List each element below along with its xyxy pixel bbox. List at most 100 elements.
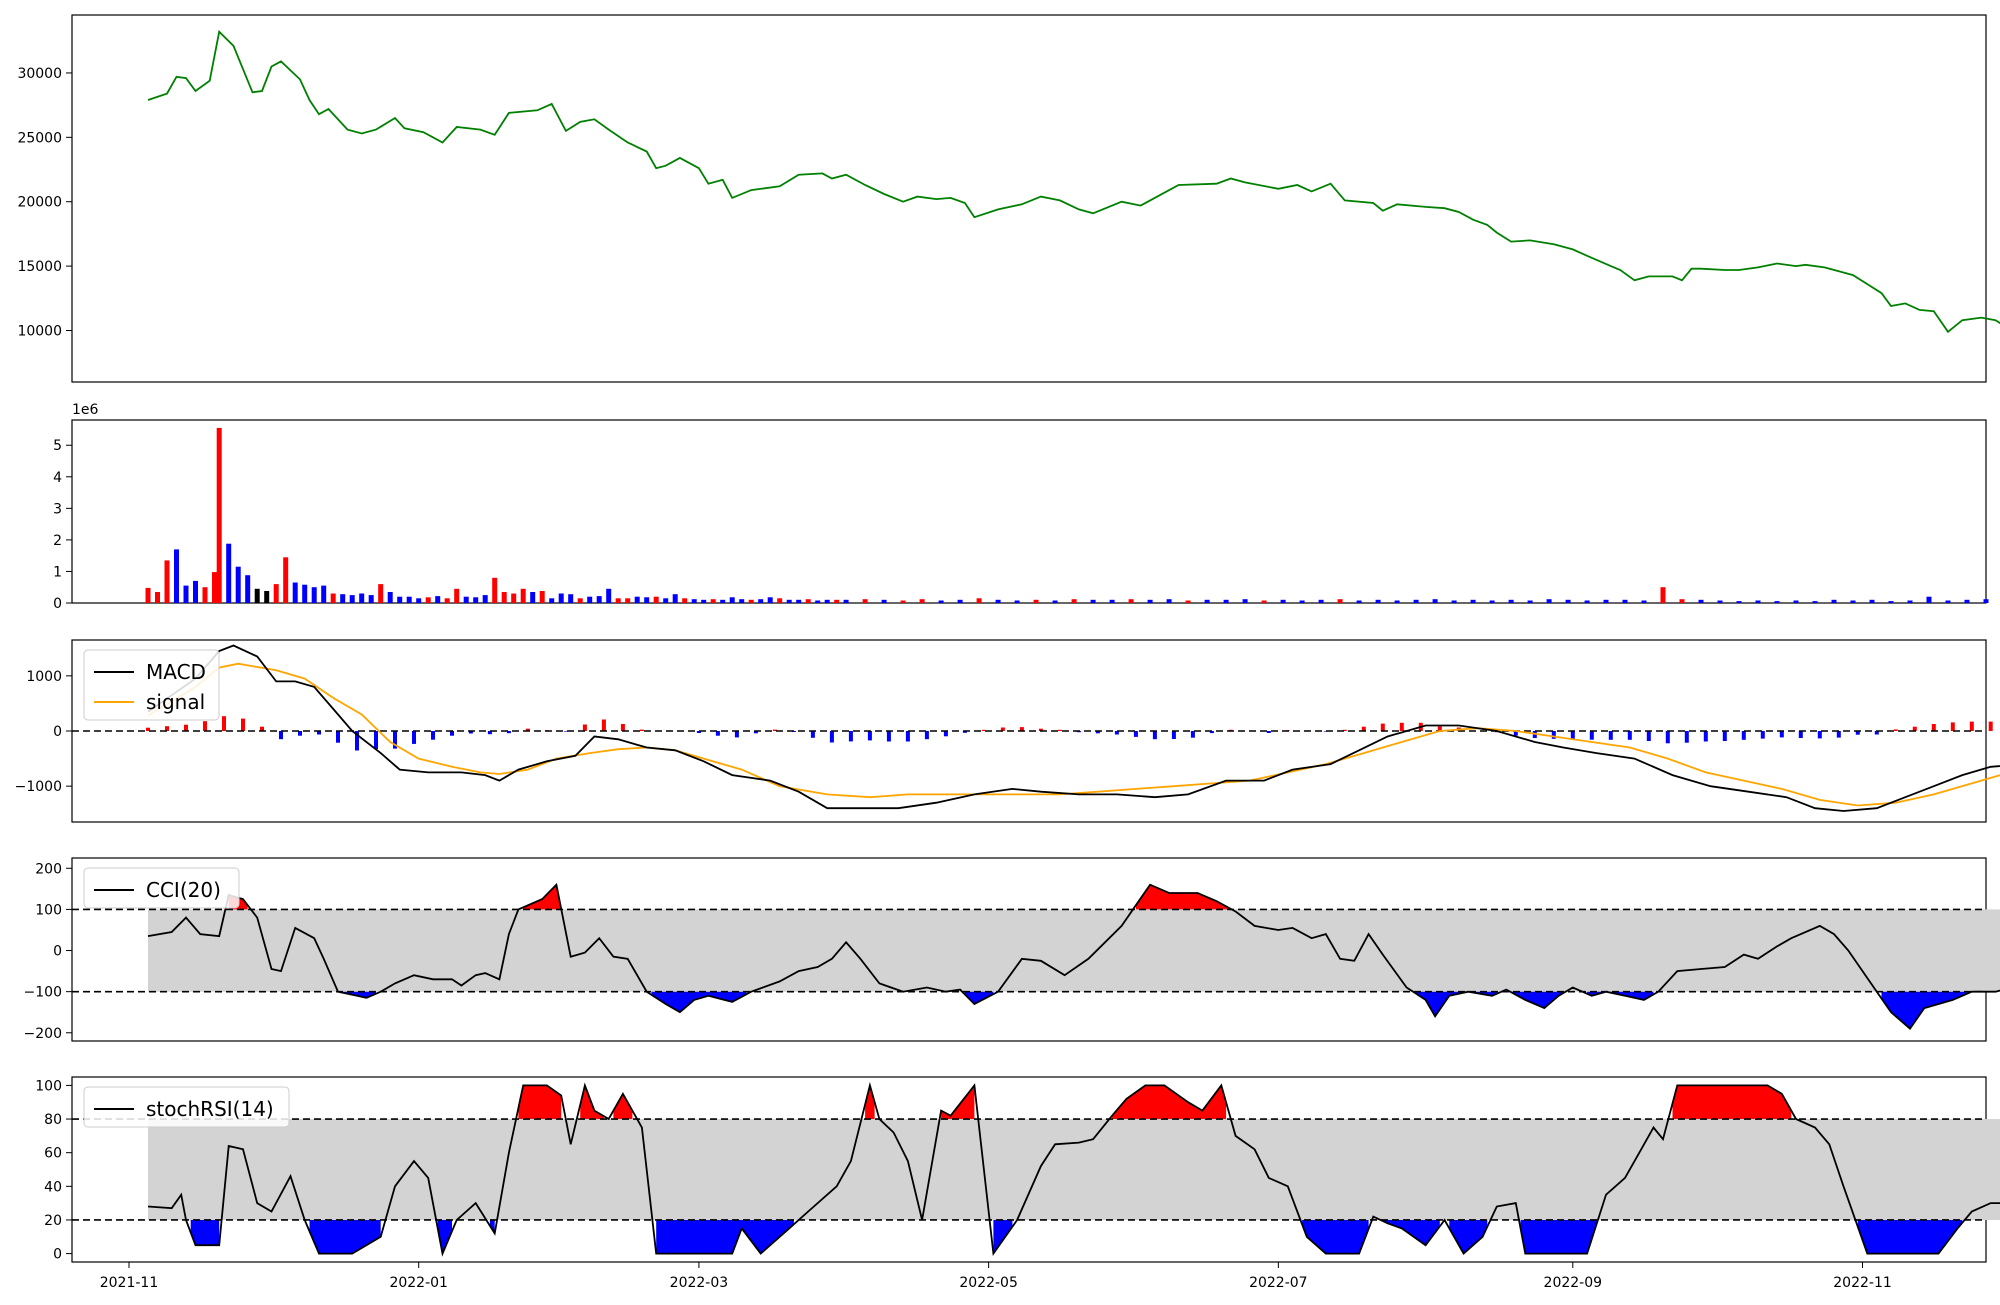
oversold-fill bbox=[1302, 1220, 1369, 1254]
macd-hist-bar bbox=[830, 731, 834, 743]
volume-bar bbox=[1129, 599, 1134, 603]
volume-bar bbox=[663, 598, 668, 603]
volume-bar bbox=[958, 600, 963, 603]
volume-bar bbox=[720, 600, 725, 603]
macd-hist-bar bbox=[1628, 731, 1632, 740]
volume-bar bbox=[1262, 601, 1267, 604]
volume-bar bbox=[758, 599, 763, 603]
macd-hist-bar bbox=[602, 720, 606, 732]
band-fill bbox=[148, 1119, 2000, 1220]
macd-hist-bar bbox=[1381, 724, 1385, 731]
volume-bar bbox=[834, 600, 839, 603]
macd-hist-bar bbox=[1666, 731, 1670, 743]
macd-hist-bar bbox=[1172, 731, 1176, 739]
volume-bar bbox=[1471, 600, 1476, 603]
macd-hist-bar bbox=[412, 731, 416, 744]
volume-bar bbox=[378, 584, 383, 603]
volume-bar bbox=[1148, 600, 1153, 603]
volume-bar bbox=[454, 589, 459, 603]
macd-hist-bar bbox=[1761, 731, 1765, 739]
volume-bar bbox=[882, 600, 887, 603]
macd-hist-bar bbox=[1153, 731, 1157, 739]
macd-hist-bar bbox=[1780, 731, 1784, 737]
volume-bar bbox=[426, 597, 431, 603]
volume-bar bbox=[312, 587, 317, 603]
y-tick-label: 2 bbox=[53, 533, 62, 549]
legend-label: MACD bbox=[146, 660, 206, 684]
macd-hist-bar bbox=[868, 731, 872, 740]
macd-hist-bar bbox=[1400, 723, 1404, 731]
volume-bar bbox=[1775, 601, 1780, 603]
volume-bar bbox=[1414, 600, 1419, 603]
oversold-fill bbox=[1521, 1220, 1597, 1254]
volume-bar bbox=[407, 597, 412, 603]
volume-bar bbox=[1091, 600, 1096, 603]
volume-bar bbox=[1376, 600, 1381, 603]
y-tick-label: 5 bbox=[53, 438, 62, 454]
volume-bar bbox=[1832, 600, 1837, 603]
volume-bar bbox=[1243, 599, 1248, 603]
volume-bar bbox=[1661, 587, 1666, 603]
volume-bar bbox=[739, 599, 744, 603]
volume-bar bbox=[625, 598, 630, 603]
volume-bar bbox=[245, 575, 250, 603]
y-tick-label: 15000 bbox=[17, 259, 62, 275]
y-tick-label: 20000 bbox=[17, 195, 62, 211]
y-tick-label: 60 bbox=[44, 1146, 62, 1162]
volume-bar bbox=[435, 596, 440, 603]
volume-bar bbox=[1908, 601, 1913, 604]
oversold-fill bbox=[310, 1220, 381, 1254]
volume-bar bbox=[682, 598, 687, 603]
macd-hist-bar bbox=[640, 730, 644, 731]
volume-bar bbox=[274, 584, 279, 603]
macd-hist-bar bbox=[279, 731, 283, 739]
volume-bar bbox=[1642, 601, 1647, 604]
macd-hist-bar bbox=[735, 731, 739, 737]
volume-offset-label: 1e6 bbox=[72, 402, 99, 418]
volume-bar bbox=[1319, 600, 1324, 603]
macd-hist-bar bbox=[583, 725, 587, 732]
macd-hist-bar bbox=[1609, 731, 1613, 740]
volume-bar bbox=[184, 586, 189, 603]
macd-hist-bar bbox=[336, 731, 340, 743]
volume-bar bbox=[350, 595, 355, 603]
volume-bar bbox=[302, 585, 307, 603]
x-tick-label: 2022-09 bbox=[1544, 1275, 1603, 1291]
macd-hist-bar bbox=[241, 719, 245, 731]
volume-bar bbox=[388, 592, 393, 603]
y-tick-label: 200 bbox=[35, 861, 62, 877]
x-tick-label: 2022-03 bbox=[670, 1275, 729, 1291]
volume-bar bbox=[1110, 600, 1115, 603]
volume-bar bbox=[1718, 601, 1723, 604]
volume-bar bbox=[692, 599, 697, 603]
macd-hist-bar bbox=[887, 731, 891, 742]
y-tick-label: 100 bbox=[35, 1078, 62, 1094]
macd-hist-bar bbox=[849, 731, 853, 741]
volume-bar bbox=[445, 598, 450, 603]
x-tick-label: 2022-01 bbox=[389, 1275, 448, 1291]
oversold-fill bbox=[1882, 992, 1968, 1029]
volume-bar bbox=[1870, 600, 1875, 603]
x-tick-label: 2022-07 bbox=[1249, 1275, 1308, 1291]
macd-hist-bar bbox=[374, 731, 378, 749]
volume-bar bbox=[226, 544, 231, 603]
y-tick-label: 1 bbox=[53, 564, 62, 580]
oversold-fill bbox=[656, 1220, 794, 1254]
volume-bar bbox=[1186, 601, 1191, 604]
plot-frame bbox=[72, 420, 1986, 603]
volume-bar bbox=[1452, 601, 1457, 604]
volume-bar bbox=[1281, 600, 1286, 603]
oversold-fill bbox=[1416, 992, 1464, 1017]
volume-bar bbox=[1167, 599, 1172, 603]
volume-bar bbox=[844, 600, 849, 603]
volume-bar bbox=[1072, 599, 1077, 603]
volume-bar bbox=[1889, 601, 1894, 603]
volume-bar bbox=[730, 597, 735, 603]
macd-hist-bar bbox=[1951, 722, 1955, 731]
